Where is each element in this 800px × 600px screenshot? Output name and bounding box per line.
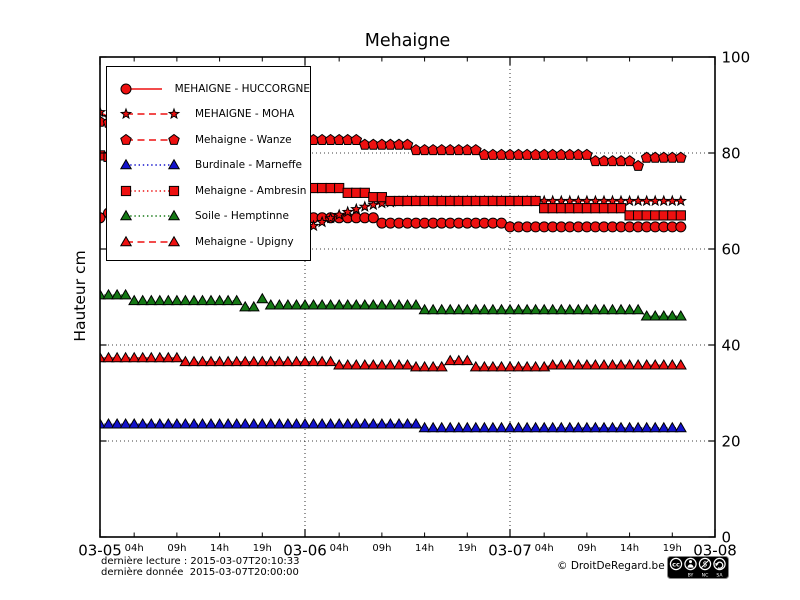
svg-text:03-06: 03-06 [283, 542, 327, 560]
legend-label: MEHAIGNE - HUCCORGNE [174, 82, 310, 95]
legend-marker-sample [119, 159, 181, 170]
svg-text:19h: 19h [458, 543, 477, 554]
legend-label: Mehaigne - Upigny [195, 235, 294, 248]
legend-entry: Mehaigne - Wanze [107, 127, 310, 153]
legend-marker-sample [120, 133, 180, 145]
svg-text:09h: 09h [167, 543, 186, 554]
svg-text:0: 0 [722, 529, 732, 547]
svg-text:19h: 19h [663, 543, 682, 554]
cc-sa-label: SA [716, 572, 723, 578]
svg-text:80: 80 [722, 145, 741, 163]
cc-sa-arrow-icon [713, 557, 726, 571]
axis-ticks-and-labels: 0 20 40 60 80 100 03-05 03-06 03-07 03-08 04h 09h 14… [78, 49, 750, 560]
cc-license-badge[interactable]: cc $ BY NC SA [667, 556, 729, 579]
legend-label: MEHAIGNE - MOHA [195, 108, 295, 121]
svg-text:100: 100 [722, 49, 751, 67]
cc-by-person-icon [684, 557, 697, 571]
svg-text:03-07: 03-07 [488, 542, 532, 560]
cc-nc-label: NC [702, 572, 709, 578]
svg-text:04h: 04h [330, 543, 349, 554]
series-soile-hemptinne [100, 288, 687, 321]
legend-marker-sample [120, 185, 180, 196]
svg-text:40: 40 [722, 337, 741, 355]
legend-marker-sample [119, 210, 181, 221]
cc-badge-background [667, 556, 729, 579]
legend-marker-sample [119, 107, 181, 120]
svg-text:09h: 09h [372, 543, 391, 554]
copyright-text: © DroitDeRegard.be [557, 560, 665, 572]
cc-icon: cc [669, 557, 683, 571]
legend-label: Mehaigne - Wanze [195, 133, 292, 146]
svg-text:14h: 14h [415, 543, 434, 554]
legend-entry: Soile - Hemptinne [107, 204, 310, 230]
legend-entry: Mehaigne - Upigny [107, 229, 310, 255]
legend-entry: Burdinale - Marneffe [107, 153, 310, 179]
cc-nc-dollar-icon: $ [698, 557, 712, 571]
svg-text:14h: 14h [620, 543, 639, 554]
svg-text:03-05: 03-05 [78, 542, 122, 560]
svg-text:03-08: 03-08 [693, 542, 737, 560]
last-data-note: dernière donnée 2015-03-07T20:00:00 [101, 567, 299, 578]
legend-entry: Mehaigne - Ambresin [107, 178, 310, 204]
cc-by-label: BY [688, 572, 694, 578]
svg-text:09h: 09h [577, 543, 596, 554]
svg-text:04h: 04h [535, 543, 554, 554]
svg-text:19h: 19h [253, 543, 272, 554]
last-reading-note: dernière lecture : 2015-03-07T20:10:33 [101, 556, 300, 567]
series-mehaigne-upigny [100, 351, 687, 372]
svg-text:14h: 14h [210, 543, 229, 554]
legend-entry: MEHAIGNE - MOHA [107, 102, 310, 128]
series-burdinale-marneffe [100, 417, 687, 433]
legend-label: Mehaigne - Ambresin [195, 184, 307, 197]
chart-title: Mehaigne [364, 31, 451, 51]
legend-marker-sample [120, 83, 162, 95]
legend-label: Burdinale - Marneffe [195, 159, 302, 172]
svg-text:cc: cc [672, 560, 680, 568]
legend-box: MEHAIGNE - HUCCORGNE MEHAIGNE - MOHA Mehai… [106, 66, 311, 261]
svg-text:04h: 04h [125, 543, 144, 554]
legend-marker-sample [119, 235, 181, 247]
legend-label: Soile - Hemptinne [195, 210, 289, 223]
legend-entry: MEHAIGNE - HUCCORGNE [107, 76, 310, 102]
plot-border [99, 56, 716, 538]
svg-text:20: 20 [722, 433, 741, 451]
svg-text:60: 60 [722, 241, 741, 259]
